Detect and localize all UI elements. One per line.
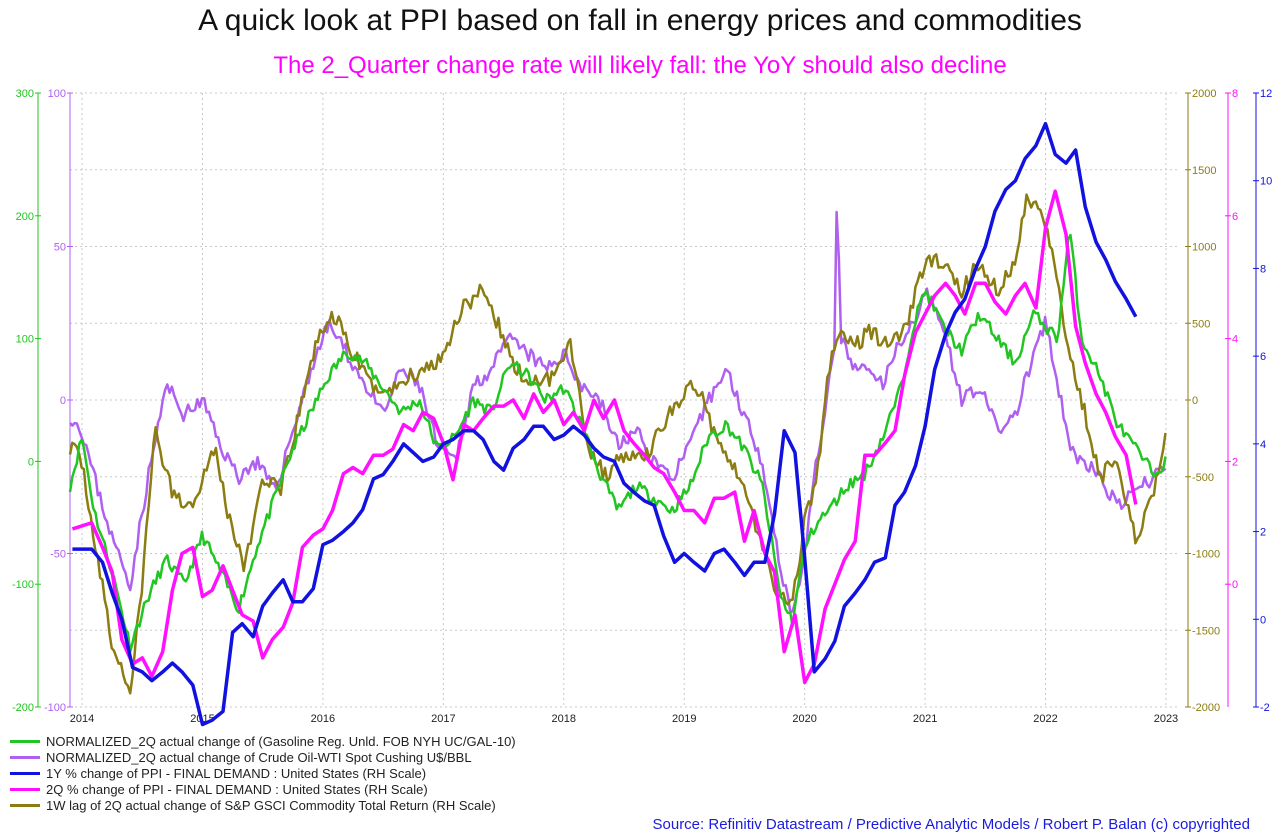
x-tick-label: 2019 [672, 713, 696, 725]
axis-tick-label-right_gsci: 1000 [1192, 242, 1216, 254]
axis-tick-label-right_ppi_2q: 2 [1232, 456, 1238, 468]
x-tick-label: 2020 [792, 713, 816, 725]
axis-tick-label-right_ppi_2q: 6 [1232, 211, 1238, 223]
chart-subtitle: The 2_Quarter change rate will likely fa… [273, 52, 1007, 79]
legend-swatch-gsci [10, 803, 40, 807]
x-tick-label: 2023 [1154, 713, 1178, 725]
chart-legend: NORMALIZED_2Q actual change of (Gasoline… [10, 733, 516, 813]
legend-label-ppi-2q: 2Q % change of PPI - FINAL DEMAND : Unit… [46, 781, 428, 797]
legend-item-ppi-1y: 1Y % change of PPI - FINAL DEMAND : Unit… [10, 765, 516, 781]
axis-tick-label-left_crude: 100 [48, 88, 66, 100]
axis-tick-label-right_ppi_1y: 0 [1260, 614, 1266, 626]
legend-item-gsci: 1W lag of 2Q actual change of S&P GSCI C… [10, 797, 516, 813]
series-line-2 [72, 121, 1138, 727]
series-line-4 [68, 193, 1167, 695]
axis-tick-label-right_ppi_2q: 0 [1232, 579, 1238, 591]
legend-label-gsci: 1W lag of 2Q actual change of S&P GSCI C… [46, 797, 496, 813]
legend-swatch-ppi-1y [10, 771, 40, 775]
axis-tick-label-right_ppi_2q: 8 [1232, 88, 1238, 100]
x-tick-label: 2022 [1033, 713, 1057, 725]
legend-swatch-ppi-2q [10, 787, 40, 791]
legend-label-crude: NORMALIZED_2Q actual change of Crude Oil… [46, 749, 472, 765]
axis-tick-label-right_gsci: -500 [1192, 472, 1214, 484]
chart-title: A quick look at PPI based on fall in ene… [198, 4, 1082, 37]
axis-tick-label-right_gsci: -1500 [1192, 625, 1220, 637]
axis-tick-label-left_gasoline: 200 [16, 211, 34, 223]
axis-tick-label-left_gasoline: -200 [12, 702, 34, 714]
x-tick-label: 2021 [913, 713, 937, 725]
series-line-0 [68, 233, 1167, 653]
axis-tick-label-left_crude: 50 [54, 242, 66, 254]
axis-tick-label-right_gsci: 0 [1192, 395, 1198, 407]
legend-item-ppi-2q: 2Q % change of PPI - FINAL DEMAND : Unit… [10, 781, 516, 797]
axis-tick-label-left_gasoline: -100 [12, 579, 34, 591]
axis-tick-label-right_gsci: -2000 [1192, 702, 1220, 714]
legend-label-ppi-1y: 1Y % change of PPI - FINAL DEMAND : Unit… [46, 765, 427, 781]
legend-label-gasoline: NORMALIZED_2Q actual change of (Gasoline… [46, 733, 516, 749]
axis-tick-label-left_crude: -50 [50, 549, 66, 561]
legend-swatch-crude [10, 755, 40, 759]
legend-swatch-gasoline [10, 739, 40, 743]
axis-tick-label-right_ppi_2q: 4 [1232, 334, 1238, 346]
x-tick-label: 2014 [70, 713, 94, 725]
axis-tick-label-right_ppi_1y: 6 [1260, 351, 1266, 363]
series-line-1 [69, 210, 1167, 614]
axis-tick-label-left_gasoline: 0 [28, 456, 34, 468]
axis-tick-label-left_crude: 0 [60, 395, 66, 407]
axis-tick-label-right_gsci: -1000 [1192, 549, 1220, 561]
x-tick-label: 2018 [552, 713, 576, 725]
legend-item-gasoline: NORMALIZED_2Q actual change of (Gasoline… [10, 733, 516, 749]
axis-tick-label-left_gasoline: 300 [16, 88, 34, 100]
axis-tick-label-right_ppi_1y: 12 [1260, 88, 1272, 100]
axis-tick-label-right_gsci: 2000 [1192, 88, 1216, 100]
axis-tick-label-right_gsci: 500 [1192, 318, 1210, 330]
source-credit: Source: Refinitiv Datastream / Predictiv… [652, 816, 1251, 833]
axis-tick-label-left_gasoline: 100 [16, 334, 34, 346]
axis-tick-label-right_ppi_1y: 10 [1260, 176, 1272, 188]
axis-tick-label-right_ppi_1y: 4 [1260, 439, 1266, 451]
axis-tick-label-right_gsci: 1500 [1192, 165, 1216, 177]
axis-tick-label-right_ppi_1y: -2 [1260, 702, 1270, 714]
axis-tick-label-right_ppi_1y: 8 [1260, 263, 1266, 275]
x-tick-label: 2017 [431, 713, 455, 725]
legend-item-crude: NORMALIZED_2Q actual change of Crude Oil… [10, 749, 516, 765]
x-tick-label: 2016 [311, 713, 335, 725]
axis-tick-label-right_ppi_1y: 2 [1260, 527, 1266, 539]
axis-tick-label-left_crude: -100 [44, 702, 66, 714]
